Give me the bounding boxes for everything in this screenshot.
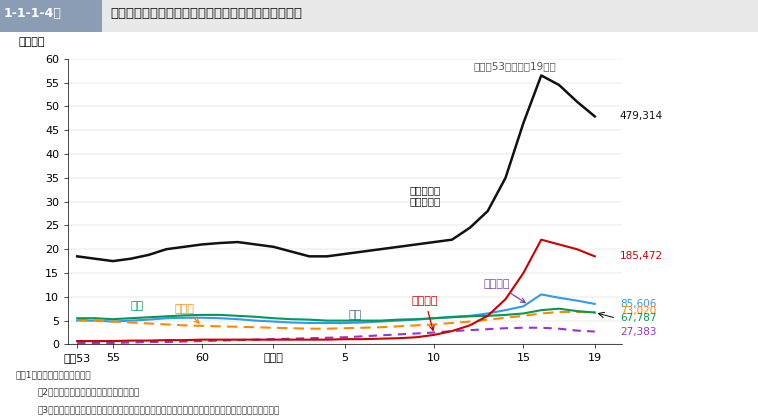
Bar [0,0,102,32]
Text: 73,020: 73,020 [620,306,656,316]
Bar [102,0,758,32]
Text: 詐欺: 詐欺 [130,301,144,311]
Text: 67,787: 67,787 [620,313,656,323]
Text: 器物損壊: 器物損壊 [412,296,438,331]
Text: 粗暴犯: 粗暴犯 [174,304,199,323]
Text: 2　「横領」は，遣失物等横領を含む。: 2 「横領」は，遣失物等横領を含む。 [38,388,140,396]
Text: 27,383: 27,383 [620,326,656,336]
Text: 185,472: 185,472 [620,251,663,261]
Text: （万件）: （万件） [18,37,45,47]
Text: 窃盗を除く
一般刑法犯: 窃盗を除く 一般刑法犯 [409,185,441,206]
Text: 3　「粗暴犯」とは，傷害，暴行，脅迫，恐嗝，凶器準備集合及び暴力行為等処罰法違反をいう。: 3 「粗暴犯」とは，傷害，暴行，脅迫，恐嗝，凶器準備集合及び暴力行為等処罰法違反… [38,405,280,414]
Text: （昭和53年～平成19年）: （昭和53年～平成19年） [473,61,556,71]
Text: 横領: 横領 [349,310,362,320]
Text: 住居侵入: 住居侵入 [484,279,525,303]
Text: 85,606: 85,606 [620,299,656,309]
Text: 注、1　警察庁の統計による。: 注、1 警察庁の統計による。 [15,370,91,379]
Text: 479,314: 479,314 [620,111,663,121]
Text: 1-1-1-4図: 1-1-1-4図 [4,7,61,20]
Text: 窃盗を除く一般刑法犯の主な罪名等別認知件数の推移: 窃盗を除く一般刑法犯の主な罪名等別認知件数の推移 [110,7,302,20]
